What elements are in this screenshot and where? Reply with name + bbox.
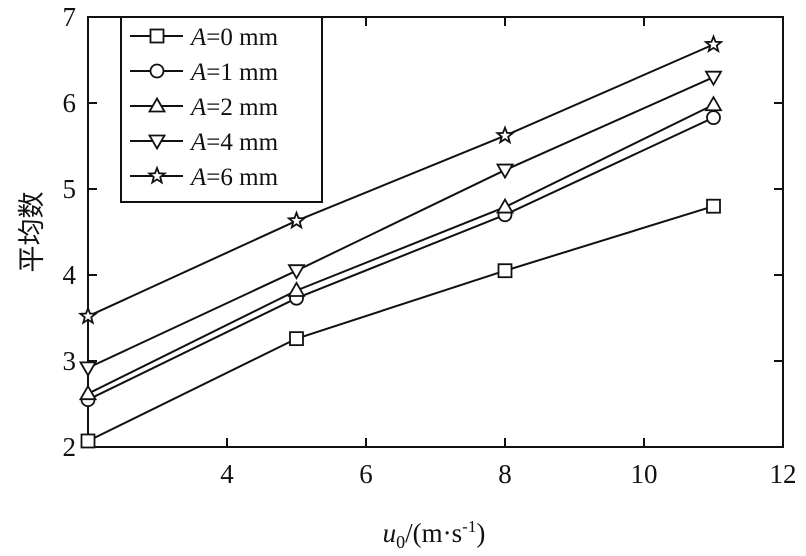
data-point xyxy=(704,70,723,87)
legend-entry: A=4 mm xyxy=(130,129,279,156)
series-0 xyxy=(80,198,721,449)
y-tick-label: 6 xyxy=(63,88,77,118)
legend-label: A=6 mm xyxy=(189,164,279,191)
data-point xyxy=(78,361,98,378)
plot-frame xyxy=(87,16,784,448)
data-point xyxy=(287,264,306,281)
y-tick-label: 5 xyxy=(63,174,77,204)
legend-label-variable: A xyxy=(189,24,207,51)
legend-label-value: =2 mm xyxy=(206,94,278,121)
x-axis-title-variable: u xyxy=(383,518,397,548)
x-axis-title-superscript: -1 xyxy=(462,517,476,536)
x-tick-label: 10 xyxy=(631,459,658,489)
data-point xyxy=(706,198,721,214)
x-tick-label: 8 xyxy=(498,459,512,489)
legend-marker xyxy=(149,63,165,79)
x-axis-title-subscript: 0 xyxy=(396,532,405,552)
x-tick-label: 6 xyxy=(359,459,373,489)
data-point xyxy=(706,110,721,126)
legend-label-value: =0 mm xyxy=(206,24,278,51)
legend-label: A=2 mm xyxy=(189,94,279,121)
series-group xyxy=(77,33,724,449)
y-tick-label: 2 xyxy=(63,432,77,462)
data-point xyxy=(497,263,513,279)
legend-marker xyxy=(147,134,167,151)
data-point xyxy=(287,281,306,297)
data-point xyxy=(704,95,723,112)
series-2 xyxy=(78,95,723,401)
legend-label-value: =1 mm xyxy=(206,59,278,86)
y-tick-label: 4 xyxy=(63,260,77,290)
series-line xyxy=(87,103,714,395)
legend-marker xyxy=(146,165,168,185)
x-axis-title-close: ) xyxy=(476,518,485,548)
series-3 xyxy=(78,70,723,378)
legend-entry: A=6 mm xyxy=(130,164,279,191)
legend-marker xyxy=(149,28,165,44)
legend-label-value: =4 mm xyxy=(206,129,278,156)
legend-label-variable: A xyxy=(189,94,207,121)
plot-axes xyxy=(87,16,784,448)
x-axis-ticks: 4 6 8 10 12 xyxy=(220,17,797,489)
legend-label: A=0 mm xyxy=(189,24,279,51)
legend-label-value: =6 mm xyxy=(206,164,278,191)
data-point xyxy=(494,125,516,145)
legend-label-variable: A xyxy=(189,129,207,156)
series-line xyxy=(87,43,714,318)
x-axis-title: u0/(m·s-1) xyxy=(383,517,486,552)
series-4 xyxy=(77,33,724,325)
x-tick-label: 12 xyxy=(770,459,797,489)
series-line xyxy=(87,116,714,401)
data-point xyxy=(77,305,99,325)
y-tick-label: 7 xyxy=(63,2,77,32)
legend-label: A=1 mm xyxy=(189,59,279,86)
data-point xyxy=(289,331,304,347)
legend-label: A=4 mm xyxy=(189,129,279,156)
data-point xyxy=(78,384,98,401)
data-point xyxy=(495,197,515,214)
x-tick-label: 4 xyxy=(220,459,234,489)
legend-label-variable: A xyxy=(189,59,207,86)
legend-entry: A=0 mm xyxy=(130,24,279,51)
legend-label-variable: A xyxy=(189,164,207,191)
x-axis-title-unit: /(m·s xyxy=(405,518,462,548)
legend-marker xyxy=(147,96,167,113)
y-tick-label: 3 xyxy=(63,346,77,376)
data-point xyxy=(80,433,96,449)
data-point xyxy=(286,210,307,230)
legend-entry: A=2 mm xyxy=(130,94,279,121)
series-line xyxy=(87,205,714,442)
y-axis-title: 平均数 xyxy=(17,192,47,273)
data-point xyxy=(703,33,724,54)
series-line xyxy=(87,76,714,369)
data-point xyxy=(495,163,515,180)
legend-entry: A=1 mm xyxy=(130,59,279,86)
legend: A=0 mmA=1 mmA=2 mmA=4 mmA=6 mm xyxy=(120,16,323,203)
